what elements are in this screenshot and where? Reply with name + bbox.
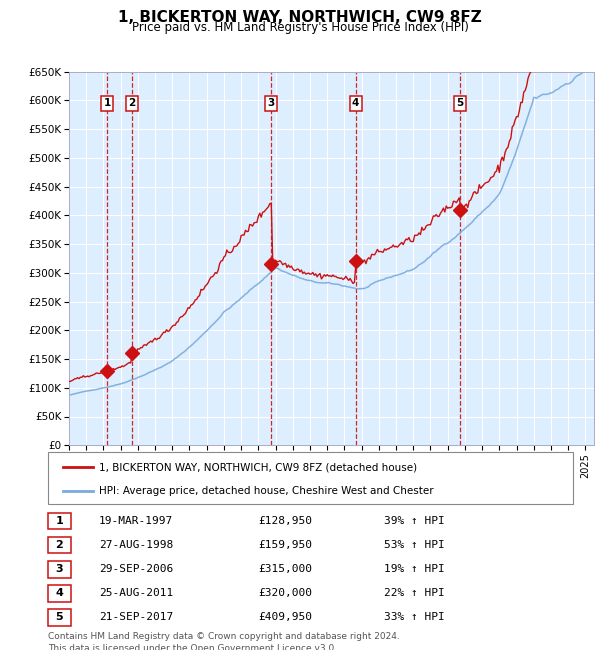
Text: 39% ↑ HPI: 39% ↑ HPI <box>384 516 445 526</box>
Text: 2: 2 <box>128 98 136 109</box>
Text: 53% ↑ HPI: 53% ↑ HPI <box>384 540 445 550</box>
Text: 5: 5 <box>56 612 63 622</box>
Text: 29-SEP-2006: 29-SEP-2006 <box>99 564 173 574</box>
Text: 19-MAR-1997: 19-MAR-1997 <box>99 516 173 526</box>
Text: £159,950: £159,950 <box>258 540 312 550</box>
Text: 2: 2 <box>56 540 63 550</box>
Text: 21-SEP-2017: 21-SEP-2017 <box>99 612 173 622</box>
Text: 1, BICKERTON WAY, NORTHWICH, CW9 8FZ (detached house): 1, BICKERTON WAY, NORTHWICH, CW9 8FZ (de… <box>99 462 417 473</box>
Text: HPI: Average price, detached house, Cheshire West and Chester: HPI: Average price, detached house, Ches… <box>99 486 434 496</box>
Text: 19% ↑ HPI: 19% ↑ HPI <box>384 564 445 574</box>
Text: 27-AUG-1998: 27-AUG-1998 <box>99 540 173 550</box>
Text: Price paid vs. HM Land Registry's House Price Index (HPI): Price paid vs. HM Land Registry's House … <box>131 21 469 34</box>
Text: 33% ↑ HPI: 33% ↑ HPI <box>384 612 445 622</box>
Text: 3: 3 <box>56 564 63 574</box>
Text: 1: 1 <box>104 98 111 109</box>
Text: 1, BICKERTON WAY, NORTHWICH, CW9 8FZ: 1, BICKERTON WAY, NORTHWICH, CW9 8FZ <box>118 10 482 25</box>
Text: £315,000: £315,000 <box>258 564 312 574</box>
Text: £409,950: £409,950 <box>258 612 312 622</box>
Text: £128,950: £128,950 <box>258 516 312 526</box>
Text: 22% ↑ HPI: 22% ↑ HPI <box>384 588 445 598</box>
Text: 3: 3 <box>268 98 275 109</box>
Text: 5: 5 <box>457 98 464 109</box>
Text: 4: 4 <box>352 98 359 109</box>
Text: 4: 4 <box>55 588 64 598</box>
Text: £320,000: £320,000 <box>258 588 312 598</box>
Text: 1: 1 <box>56 516 63 526</box>
Text: Contains HM Land Registry data © Crown copyright and database right 2024.
This d: Contains HM Land Registry data © Crown c… <box>48 632 400 650</box>
Text: 25-AUG-2011: 25-AUG-2011 <box>99 588 173 598</box>
